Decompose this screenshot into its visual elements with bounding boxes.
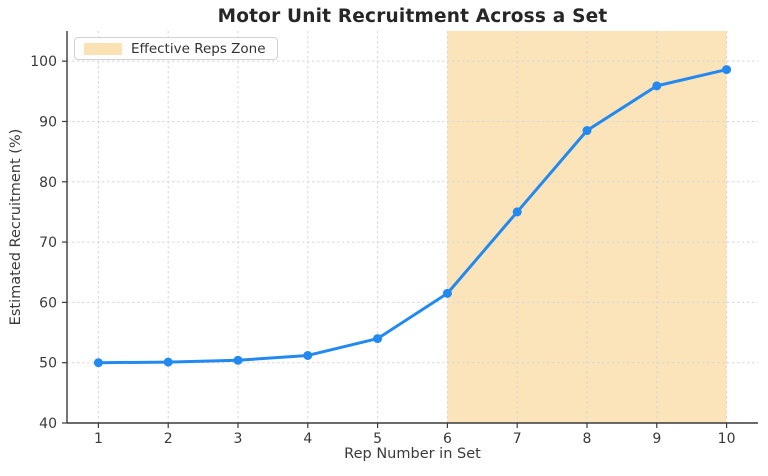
recruitment-line <box>96 68 729 365</box>
x-axis-label: Rep Number in Set <box>344 446 481 462</box>
x-tick-label-2: 2 <box>164 431 173 447</box>
y-tick-label-50: 50 <box>39 356 57 372</box>
x-tick-label-1: 1 <box>94 431 103 447</box>
y-axis-label: Estimated Recruitment (%) <box>8 128 24 326</box>
data-point-rep-4 <box>303 350 313 360</box>
data-point-rep-2 <box>163 357 173 367</box>
data-point-rep-7 <box>512 207 522 217</box>
x-tick-label-9: 9 <box>652 431 661 447</box>
data-point-rep-1 <box>93 358 103 368</box>
x-tick-label-8: 8 <box>583 431 592 447</box>
x-tick-label-4: 4 <box>303 431 312 447</box>
data-point-rep-6 <box>442 288 452 298</box>
legend: Effective Reps Zone <box>74 37 278 60</box>
y-tick-label-70: 70 <box>39 235 57 251</box>
x-tick-label-7: 7 <box>513 431 522 447</box>
y-tick-label-40: 40 <box>39 416 57 432</box>
data-point-rep-3 <box>233 355 243 365</box>
y-tick-label-60: 60 <box>39 295 57 311</box>
x-tick-label-10: 10 <box>718 431 736 447</box>
legend-label: Effective Reps Zone <box>131 40 266 57</box>
y-tick-label-100: 100 <box>30 54 57 70</box>
data-point-rep-5 <box>373 334 383 344</box>
legend-swatch-effective-reps-zone <box>84 42 122 55</box>
y-tick-label-90: 90 <box>39 114 57 130</box>
data-point-rep-8 <box>582 126 592 136</box>
data-point-rep-10 <box>722 65 732 75</box>
chart-title: Motor Unit Recruitment Across a Set <box>217 6 608 27</box>
x-tick-label-6: 6 <box>443 431 452 447</box>
data-point-rep-9 <box>652 81 662 91</box>
x-tick-label-5: 5 <box>373 431 382 447</box>
y-tick-label-80: 80 <box>39 175 57 191</box>
x-tick-label-3: 3 <box>234 431 243 447</box>
